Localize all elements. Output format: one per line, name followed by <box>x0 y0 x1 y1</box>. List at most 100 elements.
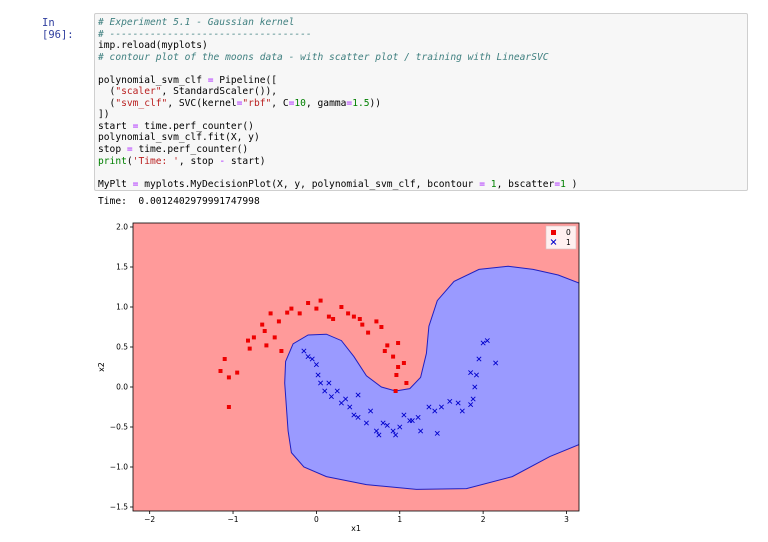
decision-boundary-plot: −2 −1 0 1 2 3 −1.5−1.0−0.50.00.51.01.52.0 x1 … <box>97 223 580 533</box>
class1-point <box>334 388 340 394</box>
class1-point <box>459 408 465 414</box>
code-line: # Experiment 5.1 - Gaussian kernel <box>98 17 294 28</box>
class0-point <box>276 319 281 324</box>
y-axis-label: x2 <box>97 362 106 372</box>
code-token: ( <box>98 97 116 109</box>
y-tick-label: 1.5 <box>116 263 128 272</box>
code-token: , StandardScaler()), <box>161 86 278 98</box>
code-token: 10 <box>294 97 306 109</box>
code-token: stop <box>98 144 127 156</box>
code-line: print('Time: ', stop - start) <box>98 156 266 167</box>
code-token: ]) <box>98 109 110 121</box>
class0-point <box>260 322 265 327</box>
x-tick-label: 0 <box>314 515 319 524</box>
class1-point <box>373 428 379 434</box>
code-line: ("scaler", StandardScaler()), <box>98 86 278 98</box>
class1-point <box>470 396 476 402</box>
class0-point <box>297 311 302 316</box>
code-token: "scaler" <box>115 86 162 98</box>
class1-point <box>355 392 361 398</box>
code-token: Pipeline([ <box>213 74 278 86</box>
class0-point <box>279 349 284 353</box>
x-tick-label: −2 <box>144 515 155 524</box>
code-token: 1 <box>490 178 497 190</box>
y-tick-label: 0.5 <box>116 343 128 352</box>
x-tick-label: 3 <box>564 515 569 524</box>
code-token: , bscatter <box>496 178 555 190</box>
y-tick-label: 2.0 <box>116 223 128 232</box>
class1-point <box>401 412 407 418</box>
class1-point <box>305 354 311 360</box>
code-token: = <box>207 74 214 86</box>
code-token: )) <box>369 97 382 109</box>
class1-point <box>493 360 499 366</box>
class1-point <box>368 408 374 414</box>
x-tick-label: 2 <box>481 515 486 524</box>
code-token: = <box>132 120 139 132</box>
code-token: # Experiment 5.1 - Gaussian kernel <box>98 17 295 28</box>
code-token: polynomial_svm_clf <box>98 74 208 86</box>
code-line: ("svm_clf", SVC(kernel="rbf", C=10, gamm… <box>98 97 382 109</box>
code-editor[interactable]: # Experiment 5.1 - Gaussian kernel # ---… <box>98 17 577 190</box>
class0-point <box>357 317 362 321</box>
code-token: "rbf" <box>242 97 272 109</box>
code-token: time.perf_counter() <box>132 144 249 156</box>
class1-point <box>455 400 461 406</box>
class0-point <box>404 381 409 385</box>
class1-point <box>328 394 334 400</box>
class1-point <box>355 414 361 420</box>
class0-point <box>246 338 250 343</box>
class0-point <box>394 373 399 377</box>
code-token: 1.5 <box>352 97 370 109</box>
class1-point <box>315 372 321 378</box>
code-token: start <box>98 120 133 132</box>
code-line: polynomial_svm_clf = Pipeline([ <box>98 75 277 86</box>
code-token: # ----------------------------------- <box>98 28 312 40</box>
class0-point <box>351 314 356 319</box>
cell-output-text: Time: 0.0012402979991747998 <box>98 196 260 207</box>
class0-point <box>226 375 231 380</box>
code-token: 'Time: ' <box>132 155 179 167</box>
class0-point <box>393 389 398 393</box>
code-line: stop = time.perf_counter() <box>98 144 248 155</box>
code-token: print <box>98 155 127 167</box>
code-input-area[interactable]: # Experiment 5.1 - Gaussian kernel # ---… <box>94 13 748 191</box>
class1-point <box>363 420 369 426</box>
class0-point <box>401 361 406 365</box>
code-token: = <box>346 97 353 109</box>
x-axis-label: x1 <box>351 524 361 533</box>
class1-point <box>472 384 478 390</box>
code-line: polynomial_svm_clf.fit(X, y) <box>98 132 260 143</box>
class0-point <box>346 311 351 316</box>
class1-point <box>434 430 440 436</box>
plot-background <box>133 223 579 511</box>
class1-point <box>351 412 357 418</box>
class0-point <box>251 335 256 340</box>
class0-point <box>331 317 336 321</box>
code-token: time.perf_counter() <box>138 120 254 132</box>
code-token: start) <box>225 155 266 167</box>
class1-point <box>301 348 307 354</box>
code-token: imp.reload(myplots) <box>98 40 208 52</box>
code-token: , gamma <box>305 97 347 109</box>
class1-point <box>468 370 474 376</box>
class1-point <box>473 372 479 378</box>
code-token: , SVC(kernel <box>167 97 237 109</box>
class0-point <box>382 349 387 353</box>
code-line: imp.reload(myplots) <box>98 40 208 51</box>
legend-label-class1: 1 <box>566 238 571 247</box>
class1-point <box>447 398 453 404</box>
class1-point <box>376 432 382 438</box>
class1-point <box>313 362 319 368</box>
code-token: = <box>236 97 243 109</box>
y-tick-label: 1.0 <box>116 303 128 312</box>
class0-point <box>262 329 267 333</box>
y-tick-label: −0.5 <box>110 423 128 432</box>
class0-points <box>218 298 409 409</box>
class0-point <box>222 357 227 361</box>
legend: 0 1 <box>545 225 577 250</box>
class1-point <box>384 422 390 428</box>
class1-points <box>301 338 499 438</box>
class1-point <box>432 408 438 414</box>
class1-region <box>284 265 579 490</box>
